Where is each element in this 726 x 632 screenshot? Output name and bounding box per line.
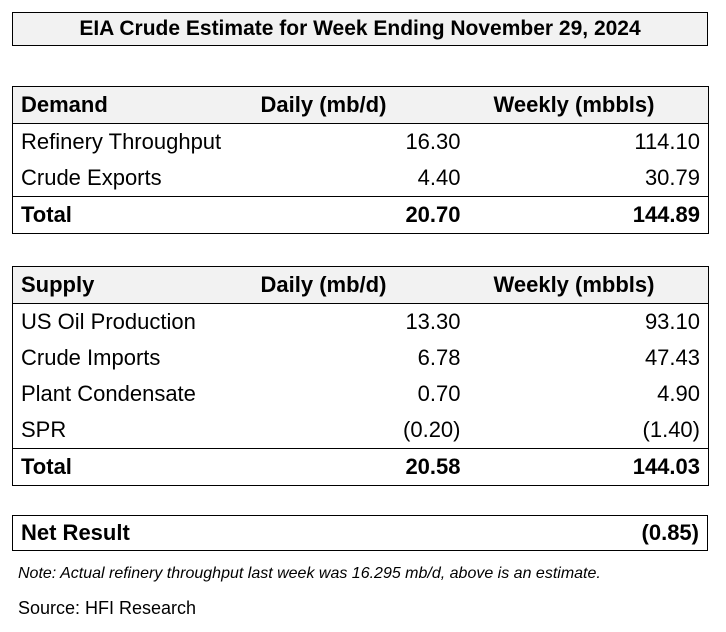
row-daily: (0.20) xyxy=(403,417,461,442)
table-row: US Oil Production 13.30 93.10 xyxy=(12,303,709,340)
total-label: Total xyxy=(12,196,261,234)
row-weekly: 93.10 xyxy=(468,303,709,340)
row-label: Crude Imports xyxy=(12,340,261,376)
row-weekly: 114.10 xyxy=(468,123,709,160)
page-title: EIA Crude Estimate for Week Ending Novem… xyxy=(12,12,708,46)
net-result-label: Net Result xyxy=(21,520,130,545)
total-weekly: 144.03 xyxy=(468,448,709,486)
demand-table: Demand Daily (mb/d) Weekly (mbbls) Refin… xyxy=(12,86,709,234)
total-weekly: 144.89 xyxy=(468,196,709,234)
row-label: US Oil Production xyxy=(12,303,261,340)
row-daily: 0.70 xyxy=(417,381,461,406)
demand-header-label: Demand xyxy=(12,86,261,124)
row-weekly: 47.43 xyxy=(468,340,709,376)
supply-header-weekly: Weekly (mbbls) xyxy=(468,266,709,304)
total-daily: 20.58 xyxy=(260,448,469,486)
footnote: Note: Actual refinery throughput last we… xyxy=(18,565,601,582)
row-label: Crude Exports xyxy=(12,160,261,197)
row-daily: 16.30 xyxy=(405,129,461,154)
demand-header-weekly: Weekly (mbbls) xyxy=(468,86,709,124)
supply-header-label: Supply xyxy=(12,266,261,304)
table-row: Refinery Throughput 16.30 114.10 xyxy=(12,123,709,160)
total-daily: 20.70 xyxy=(260,196,469,234)
supply-table: Supply Daily (mb/d) Weekly (mbbls) US Oi… xyxy=(12,266,709,486)
total-label: Total xyxy=(12,448,261,486)
supply-total-row: Total 20.58 144.03 xyxy=(12,448,709,486)
row-label: Plant Condensate xyxy=(12,376,261,412)
row-daily: 4.40 xyxy=(417,165,461,190)
supply-header-row: Supply Daily (mb/d) Weekly (mbbls) xyxy=(12,266,709,304)
row-daily: 13.30 xyxy=(405,309,461,334)
net-result-value: (0.85) xyxy=(641,520,699,545)
table-row: SPR (0.20) (1.40) xyxy=(12,412,709,449)
source-credit: Source: HFI Research xyxy=(18,598,197,618)
net-result-box: Net Result (0.85) xyxy=(12,515,708,551)
supply-header-daily: Daily (mb/d) xyxy=(260,266,469,304)
demand-total-row: Total 20.70 144.89 xyxy=(12,196,709,234)
row-daily: 6.78 xyxy=(417,345,461,370)
row-weekly: 30.79 xyxy=(468,160,709,197)
table-row: Plant Condensate 0.70 4.90 xyxy=(12,376,709,412)
row-label: Refinery Throughput xyxy=(12,123,261,160)
row-weekly: 4.90 xyxy=(468,376,709,412)
demand-header-daily: Daily (mb/d) xyxy=(260,86,469,124)
row-label: SPR xyxy=(12,412,261,449)
table-row: Crude Imports 6.78 47.43 xyxy=(12,340,709,376)
table-row: Crude Exports 4.40 30.79 xyxy=(12,160,709,197)
demand-header-row: Demand Daily (mb/d) Weekly (mbbls) xyxy=(12,86,709,124)
row-weekly: (1.40) xyxy=(468,412,709,449)
